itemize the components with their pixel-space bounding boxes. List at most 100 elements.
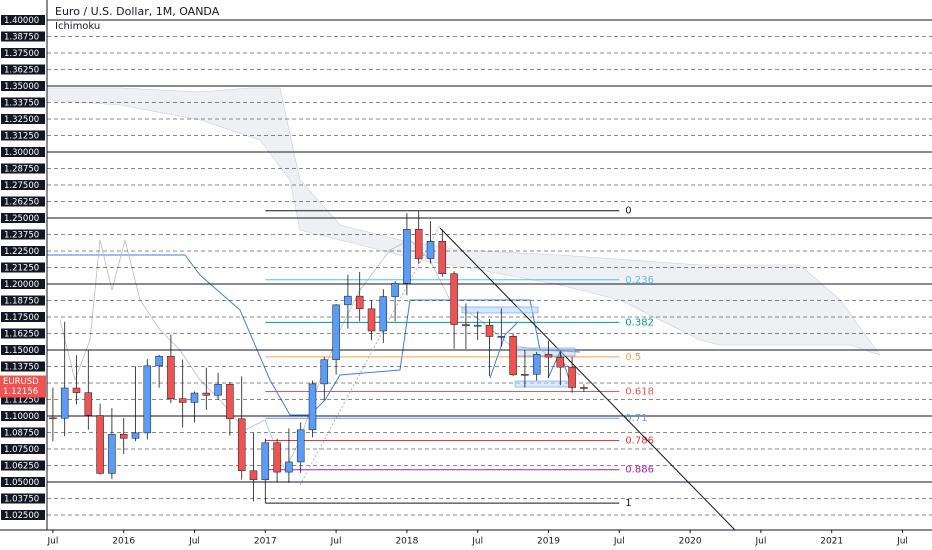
wave-line	[489, 321, 519, 379]
candle-body	[190, 392, 199, 403]
ichimoku-cloud	[46, 87, 881, 356]
candle-body	[344, 295, 352, 306]
y-tick-label: 1.35000	[4, 82, 39, 92]
y-tick-label: 1.25000	[4, 214, 39, 224]
candle-body	[167, 355, 175, 399]
y-tick-box	[1, 146, 45, 157]
x-tick-label: 2017	[254, 537, 277, 547]
x-tick-label: Jul	[188, 537, 200, 547]
candle-body	[60, 387, 69, 419]
y-tick-box	[1, 427, 45, 438]
candle-body	[249, 470, 258, 481]
y-tick-label: 1.21250	[4, 264, 39, 274]
candle-body	[521, 374, 529, 376]
y-tick-label: 1.20000	[4, 280, 39, 290]
y-tick-box	[1, 213, 45, 224]
candle-body	[532, 354, 541, 375]
range-box	[461, 306, 539, 314]
y-tick-box	[1, 14, 45, 25]
last-price-box	[0, 375, 46, 398]
x-tick-label: 2016	[112, 537, 135, 547]
candle-body	[497, 336, 506, 338]
candle-body	[320, 359, 329, 385]
fib-level-label: 0.886	[625, 465, 654, 476]
candle-body	[509, 336, 517, 376]
y-tick-box	[1, 80, 45, 91]
y-tick-box	[1, 180, 45, 191]
x-tick-label: Jul	[896, 537, 908, 547]
y-tick-box	[1, 229, 45, 240]
drawings	[299, 224, 736, 531]
x-tick-label: Jul	[754, 537, 766, 547]
y-tick-box	[1, 460, 45, 471]
candle-body	[556, 356, 565, 368]
candle-body	[143, 365, 152, 434]
x-tick-label: 2021	[820, 537, 843, 547]
y-tick-label: 1.06250	[4, 462, 39, 472]
candle-body	[261, 442, 270, 481]
y-tick-box	[1, 510, 45, 521]
candle-body	[332, 304, 340, 361]
y-tick-box	[1, 444, 45, 455]
candle-body	[473, 324, 482, 327]
price-axis: 1.40000 1.38750 1.37500 1.36250 1.35000 1.337…	[0, 0, 48, 530]
y-tick-box	[1, 279, 45, 290]
candle-body	[426, 240, 435, 259]
candles	[49, 210, 588, 504]
y-tick-box	[1, 130, 45, 141]
fib-level-label: 0.71	[625, 413, 647, 424]
y-tick-box	[1, 328, 45, 339]
candle-body	[568, 366, 576, 388]
fib-level-label: 0	[625, 206, 631, 217]
fib-level-label: 0.618	[625, 386, 654, 397]
candle-body	[296, 429, 305, 463]
candle-body	[355, 295, 364, 310]
y-tick-label: 1.03750	[4, 495, 39, 505]
trend-line	[439, 227, 736, 531]
x-tick-label: Jul	[471, 537, 483, 547]
fib-trend	[299, 224, 441, 486]
x-tick-label: 2020	[679, 537, 702, 547]
y-tick-label: 1.22500	[4, 247, 39, 257]
candle-body	[131, 432, 140, 439]
candle-body	[49, 417, 57, 420]
candle-body	[202, 392, 211, 396]
y-tick-label: 1.27500	[4, 181, 39, 191]
candle-body	[544, 354, 553, 358]
y-tick-label: 1.26250	[4, 198, 39, 208]
indicator-label: Ichimoku	[55, 21, 100, 32]
y-tick-box	[1, 64, 45, 75]
y-tick-box	[1, 196, 45, 207]
candle-body	[285, 461, 293, 473]
last-price-symbol: EURUSD	[3, 377, 39, 387]
y-tick-box	[1, 262, 45, 273]
y-tick-label: 1.18750	[4, 297, 39, 307]
y-tick-box	[1, 493, 45, 504]
x-tick-label: Jul	[613, 537, 625, 547]
y-tick-box	[1, 295, 45, 306]
candle-body	[72, 387, 81, 393]
candle-body	[580, 387, 588, 389]
last-price-value: 1.12156	[3, 387, 38, 397]
y-tick-box	[1, 246, 45, 257]
y-tick-box	[1, 345, 45, 356]
fibonacci: 0 0.236 0.382 0.5 0.618 0.71 0.786 0.886 1	[265, 206, 654, 509]
y-tick-box	[1, 477, 45, 488]
y-tick-box	[1, 31, 45, 42]
y-tick-box	[1, 361, 45, 372]
y-tick-label: 1.02500	[4, 511, 39, 521]
y-tick-label: 1.40000	[4, 16, 39, 26]
x-tick-label: 2018	[395, 537, 418, 547]
candle-body	[367, 308, 376, 332]
y-tick-box	[1, 47, 45, 58]
candle-body	[108, 433, 116, 474]
x-tick-label: 2019	[537, 537, 560, 547]
y-tick-label: 1.37500	[4, 49, 39, 59]
y-tick-label: 1.32500	[4, 115, 39, 125]
candle-body	[237, 418, 246, 472]
chart-title: Euro / U.S. Dollar, 1M, OANDA	[55, 5, 220, 18]
candle-body	[414, 229, 423, 259]
y-tick-label: 1.05000	[4, 478, 39, 488]
